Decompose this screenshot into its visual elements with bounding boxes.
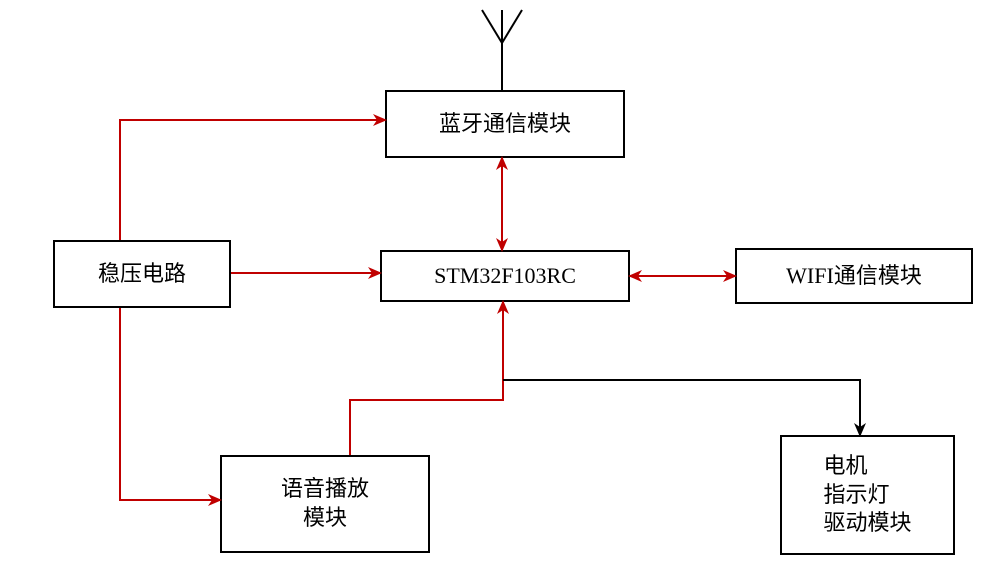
node-label: 语音播放 模块 — [281, 475, 369, 532]
node-label: STM32F103RC — [434, 262, 576, 291]
node-wifi: WIFI通信模块 — [735, 248, 973, 304]
node-label: 稳压电路 — [98, 260, 186, 289]
node-label: 电机 指示灯 驱动模块 — [823, 452, 911, 538]
node-bluetooth: 蓝牙通信模块 — [385, 90, 625, 158]
node-mcu: STM32F103RC — [380, 250, 630, 302]
node-regulator: 稳压电路 — [53, 240, 231, 308]
node-label: 蓝牙通信模块 — [439, 110, 571, 139]
node-motor: 电机 指示灯 驱动模块 — [780, 435, 955, 555]
node-audio: 语音播放 模块 — [220, 455, 430, 553]
node-label: WIFI通信模块 — [786, 262, 922, 291]
antenna-icon — [482, 10, 522, 70]
